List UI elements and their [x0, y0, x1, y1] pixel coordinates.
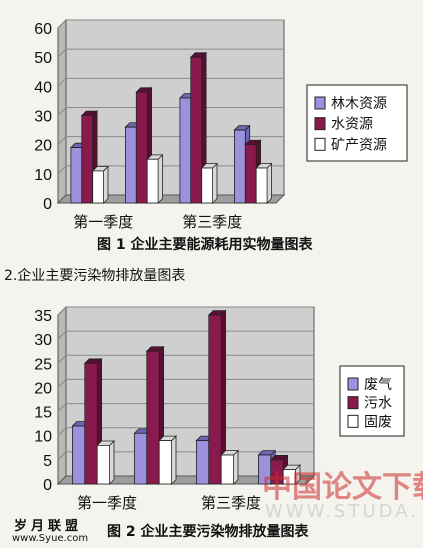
y-tick-label: 20 [34, 380, 52, 397]
x-tick-label: 第三季度 [182, 213, 242, 231]
bar [146, 153, 164, 204]
bar [96, 440, 115, 485]
bar [282, 464, 301, 485]
legend-item: 矿产资源 [314, 137, 387, 153]
y-tick-label: 30 [34, 109, 52, 126]
gridline [57, 306, 314, 316]
legend-swatch [347, 396, 359, 410]
gridline [57, 136, 284, 146]
y-tick-label: 25 [34, 356, 52, 373]
y-tick-label: 10 [34, 429, 52, 446]
legend-label: 污水 [364, 396, 392, 412]
legend-item: 废气 [347, 377, 392, 393]
bar [220, 449, 239, 485]
x-tick-label: 第一季度 [77, 494, 137, 512]
y-tick-label: 10 [34, 167, 52, 184]
y-tick-label: 30 [34, 332, 52, 349]
gridline [57, 19, 284, 29]
bar [158, 435, 177, 485]
bar [207, 309, 227, 485]
legend-label: 水资源 [331, 117, 373, 133]
gridline [57, 427, 314, 437]
gridline [57, 403, 314, 412]
y-tick-label: 5 [43, 453, 52, 470]
bar [200, 162, 218, 204]
legend-swatch [347, 414, 359, 428]
gridline [57, 48, 284, 58]
bar [255, 162, 273, 204]
gridline [57, 77, 284, 87]
chart-1-caption: 图 1 企业主要能源耗用实物量图表 [97, 237, 313, 253]
y-tick-label: 15 [34, 405, 52, 422]
site-url: www.Syue.com [12, 533, 89, 544]
bar [269, 454, 289, 485]
legend-swatch [347, 377, 359, 391]
y-tick-label: 35 [34, 308, 52, 325]
side-wall [57, 305, 67, 486]
watermark-url: WWW.STUDA. [265, 501, 419, 522]
y-tick-label: 60 [34, 21, 52, 38]
y-tick-label: 0 [43, 196, 52, 213]
y-tick-label: 40 [34, 79, 52, 96]
bar [91, 165, 109, 204]
gridline [57, 354, 314, 364]
legend-item: 林木资源 [314, 96, 387, 112]
gridline [57, 107, 284, 116]
x-tick-label: 第三季度 [201, 494, 261, 512]
chart-2-caption: 图 2 企业主要污染物排放量图表 [107, 524, 309, 540]
y-tick-label: 50 [34, 50, 52, 67]
legend-swatch [314, 137, 326, 151]
legend-item: 固废 [347, 414, 392, 430]
bar [83, 357, 103, 485]
legend-swatch [314, 117, 326, 131]
legend-label: 固废 [364, 414, 392, 430]
y-tick-label: 20 [34, 138, 52, 155]
legend-item: 污水 [347, 396, 392, 412]
legend-label: 矿产资源 [331, 137, 387, 153]
chart-2-section-heading: 2.企业主要污染物排放量图表 [4, 268, 186, 284]
legend-label: 林木资源 [331, 96, 387, 112]
watermark-text: 中国论文下载 [262, 470, 423, 505]
gridline [57, 330, 314, 340]
x-tick-label: 第一季度 [73, 213, 133, 231]
y-tick-label: 0 [43, 477, 52, 494]
gridline [57, 378, 314, 388]
legend-label: 废气 [364, 377, 392, 393]
legend-item: 水资源 [314, 117, 373, 133]
legend-swatch [314, 96, 326, 110]
site-logo: 岁月联盟 [14, 519, 83, 534]
